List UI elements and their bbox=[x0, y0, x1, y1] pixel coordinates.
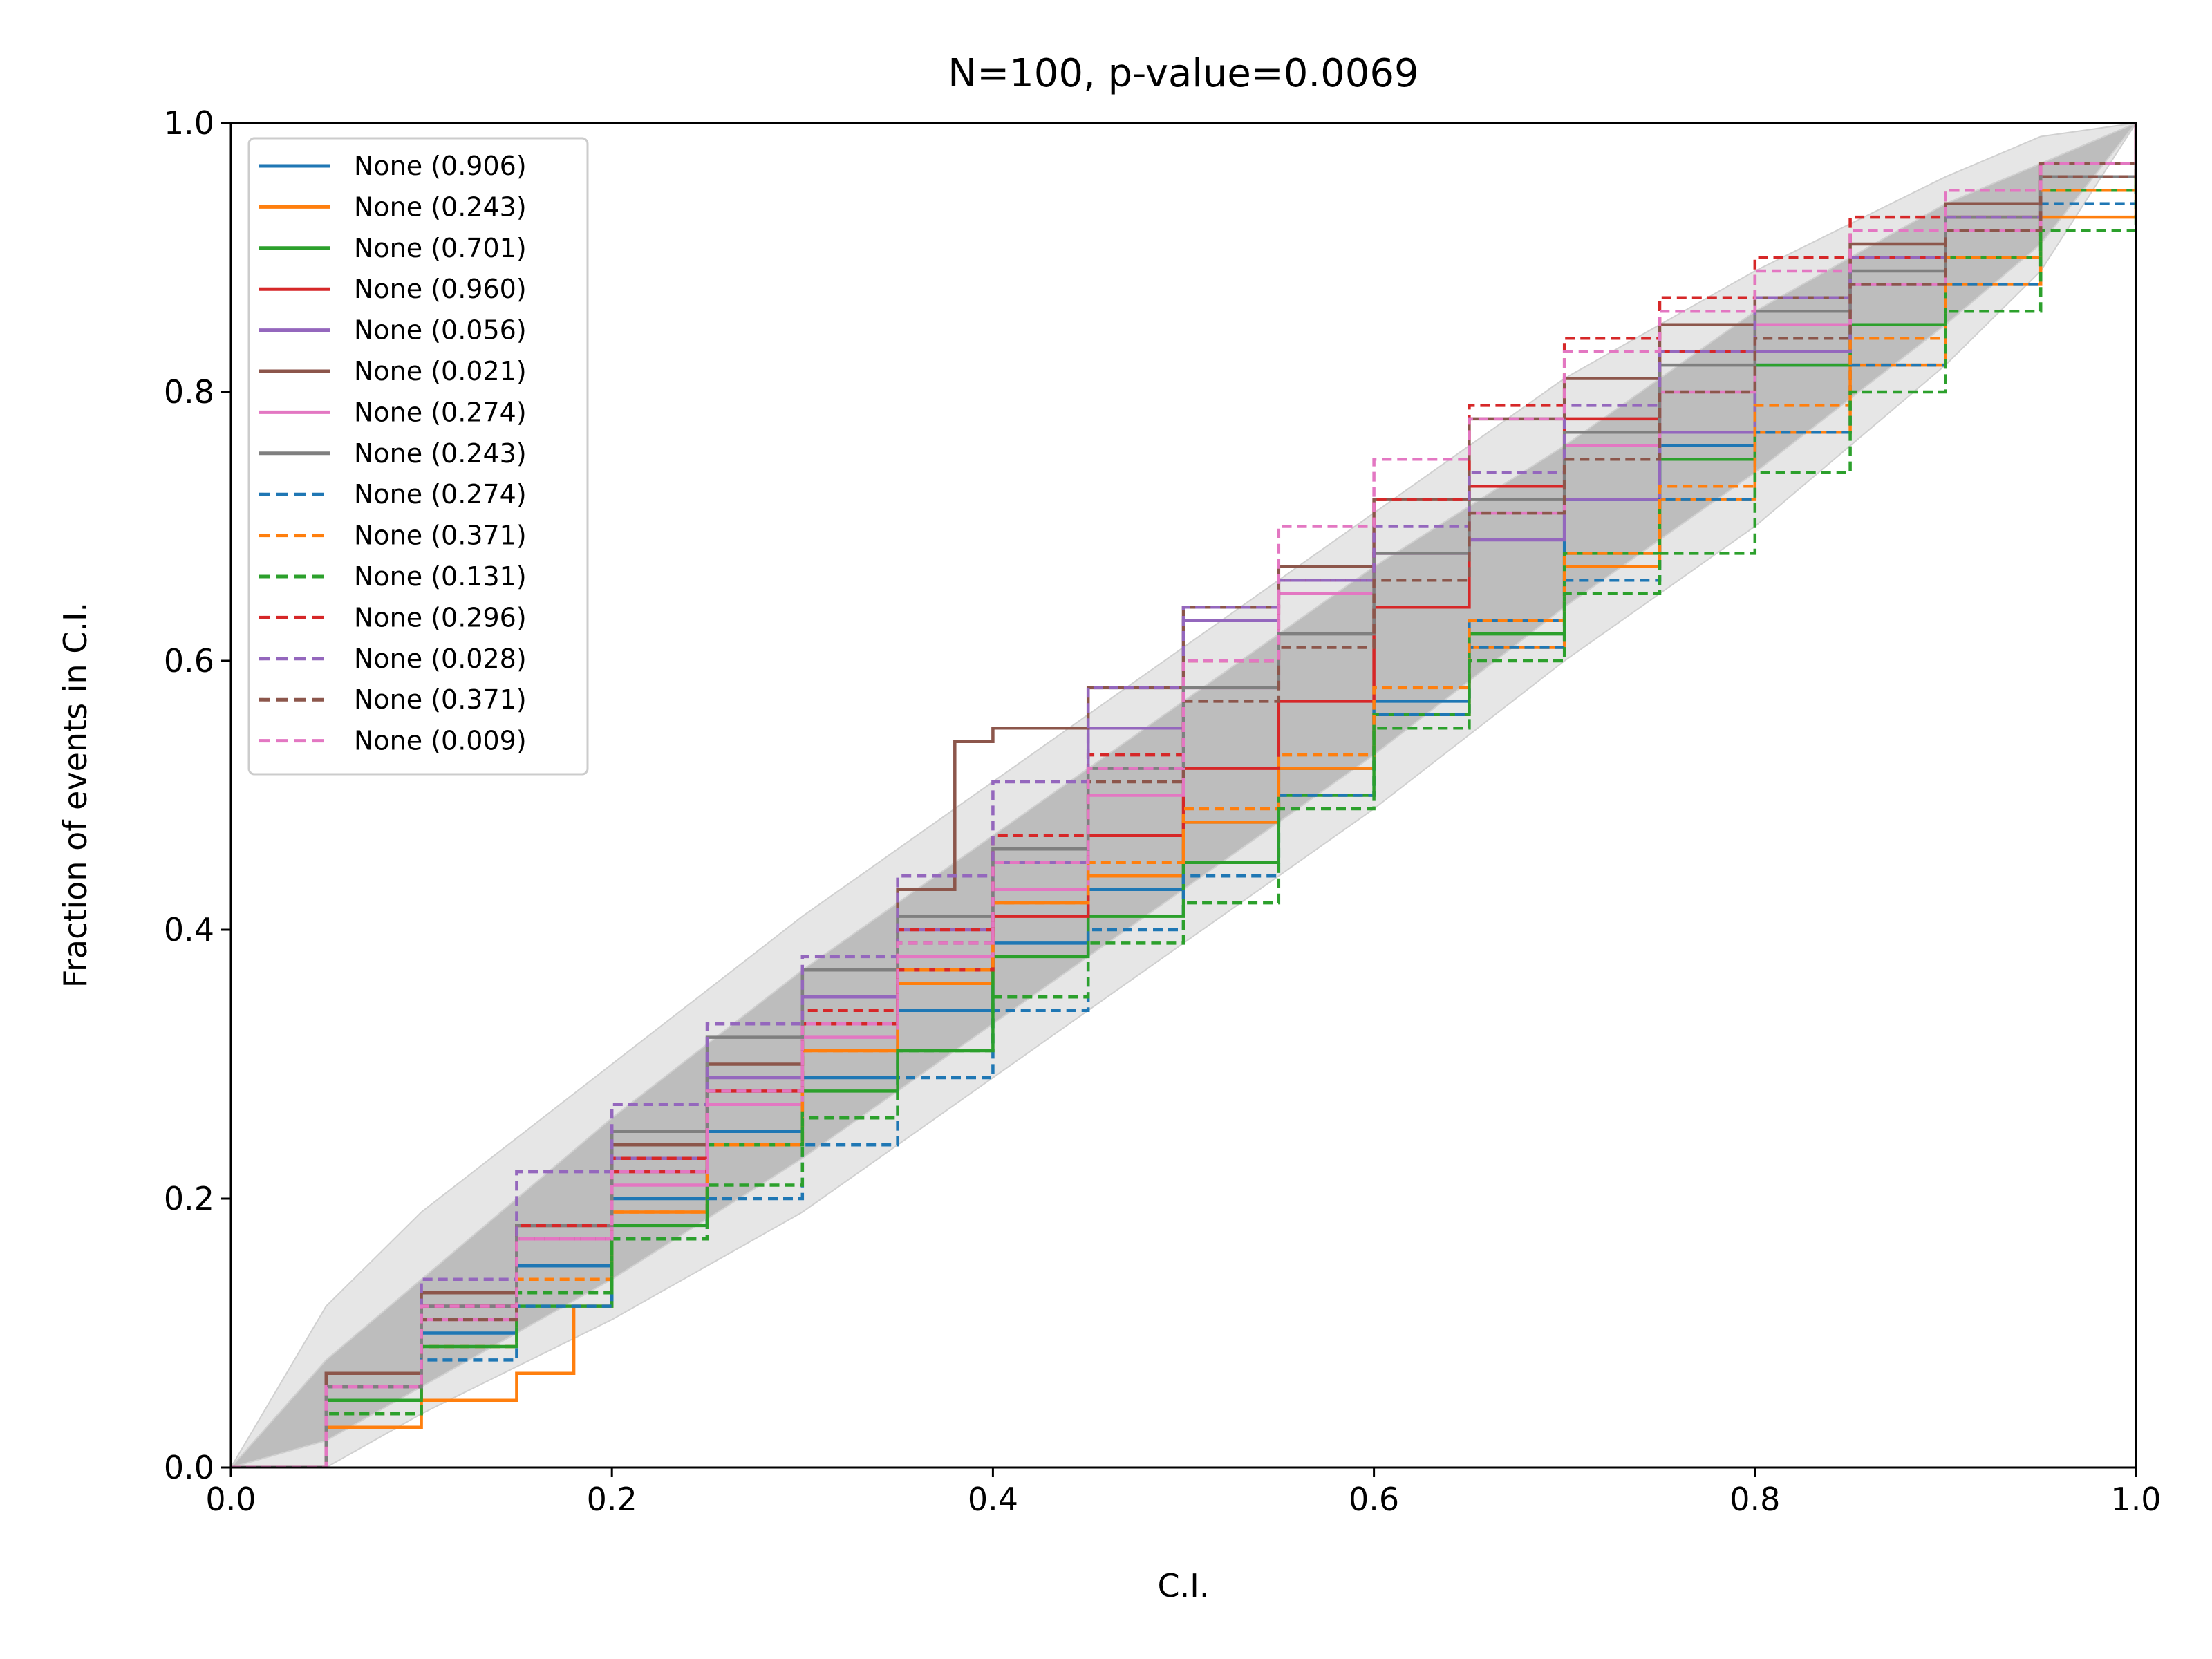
legend: None (0.906) None (0.243) None (0.701) None… bbox=[247, 137, 589, 776]
legend-label: None (0.296) bbox=[354, 602, 527, 632]
legend-entry: None (0.906) bbox=[259, 151, 527, 181]
legend-entry: None (0.274) bbox=[259, 479, 527, 509]
legend-label: None (0.028) bbox=[354, 644, 527, 674]
plot-frame bbox=[229, 122, 2137, 1469]
x-axis-label: C.I. bbox=[1158, 1567, 1210, 1604]
y-tick-label: 0.8 bbox=[164, 373, 214, 411]
legend-label: None (0.056) bbox=[354, 315, 527, 346]
legend-entry: None (0.131) bbox=[259, 561, 527, 592]
legend-box bbox=[247, 137, 589, 776]
legend-label: None (0.243) bbox=[354, 438, 527, 469]
x-tick-label: 1.0 bbox=[2110, 1481, 2161, 1518]
legend-entry: None (0.371) bbox=[259, 684, 527, 715]
legend-label: None (0.371) bbox=[354, 684, 527, 715]
y-tick-label: 0.6 bbox=[164, 642, 214, 679]
legend-entry: None (0.028) bbox=[259, 644, 527, 674]
legend-entry: None (0.009) bbox=[259, 726, 527, 756]
series-line-15 bbox=[231, 123, 2136, 1468]
legend-entry: None (0.701) bbox=[259, 233, 527, 263]
legend-label: None (0.371) bbox=[354, 521, 527, 551]
legend-label: None (0.701) bbox=[354, 233, 527, 263]
y-axis-ticks: 0.0 0.2 0.4 0.6 0.8 1.0 bbox=[164, 104, 231, 1486]
legend-entry: None (0.021) bbox=[259, 356, 527, 386]
chart-title: N=100, p-value=0.0069 bbox=[948, 51, 1418, 96]
legend-label: None (0.274) bbox=[354, 479, 527, 509]
y-tick-label: 1.0 bbox=[164, 104, 214, 142]
legend-entry: None (0.296) bbox=[259, 602, 527, 632]
legend-entry: None (0.371) bbox=[259, 521, 527, 551]
series-lines bbox=[231, 123, 2136, 1468]
legend-label: None (0.274) bbox=[354, 397, 527, 427]
legend-label: None (0.131) bbox=[354, 561, 527, 592]
x-axis-ticks: 0.0 0.2 0.4 0.6 0.8 1.0 bbox=[205, 1468, 2162, 1518]
y-axis-label: Fraction of events in C.I. bbox=[57, 602, 94, 988]
series-line-10 bbox=[231, 123, 2136, 1468]
legend-entry: None (0.243) bbox=[259, 191, 527, 222]
x-tick-label: 0.2 bbox=[587, 1481, 637, 1518]
legend-entry: None (0.274) bbox=[259, 397, 527, 427]
legend-entry: None (0.243) bbox=[259, 438, 527, 469]
legend-label: None (0.243) bbox=[354, 191, 527, 222]
legend-entry: None (0.056) bbox=[259, 315, 527, 346]
legend-label: None (0.021) bbox=[354, 356, 527, 386]
y-tick-label: 0.4 bbox=[164, 911, 214, 948]
series-line-11 bbox=[231, 123, 2136, 1468]
legend-label: None (0.906) bbox=[354, 151, 527, 181]
x-tick-label: 0.6 bbox=[1349, 1481, 1399, 1518]
legend-label: None (0.960) bbox=[354, 274, 527, 304]
y-tick-label: 0.0 bbox=[164, 1449, 214, 1486]
legend-label: None (0.009) bbox=[354, 726, 527, 756]
legend-entry: None (0.960) bbox=[259, 274, 527, 304]
x-tick-label: 0.0 bbox=[205, 1481, 256, 1518]
x-tick-label: 0.4 bbox=[968, 1481, 1018, 1518]
x-tick-label: 0.8 bbox=[1730, 1481, 1780, 1518]
y-tick-label: 0.2 bbox=[164, 1180, 214, 1217]
